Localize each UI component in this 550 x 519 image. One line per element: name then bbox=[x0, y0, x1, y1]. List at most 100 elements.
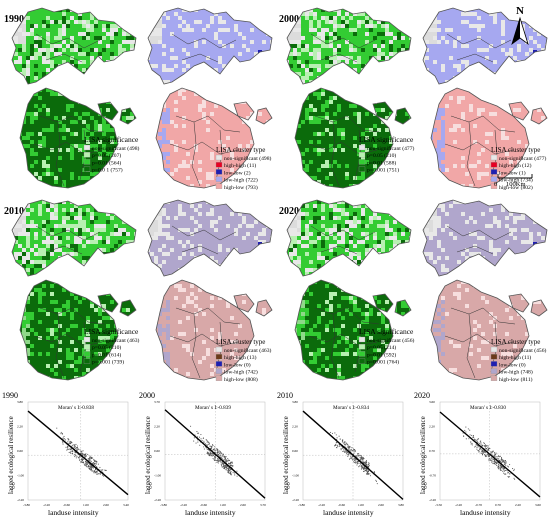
map-cell bbox=[313, 56, 317, 60]
map-cell bbox=[293, 100, 297, 104]
map-cell bbox=[34, 168, 38, 172]
map-cell bbox=[130, 172, 134, 176]
map-cell bbox=[345, 84, 349, 88]
map-cell bbox=[222, 80, 226, 84]
map-cell bbox=[377, 144, 381, 148]
map-cell bbox=[154, 116, 158, 120]
map-cell bbox=[341, 24, 345, 28]
map-cell bbox=[198, 152, 202, 156]
map-cell bbox=[238, 56, 242, 60]
map-cell bbox=[166, 72, 170, 76]
map-cell bbox=[270, 124, 272, 128]
map-cell bbox=[377, 112, 381, 116]
map-cell bbox=[333, 44, 337, 48]
map-cell bbox=[130, 68, 134, 72]
map-outline bbox=[286, 7, 412, 189]
map-cell bbox=[110, 24, 114, 28]
map-cell bbox=[78, 96, 82, 100]
legend-item-label: high-low (793) bbox=[224, 184, 258, 191]
map-cell bbox=[497, 8, 501, 12]
map-cell bbox=[82, 76, 86, 80]
map-cell bbox=[397, 32, 401, 36]
map-cell bbox=[182, 4, 186, 8]
map-cell bbox=[321, 164, 325, 168]
map-cell bbox=[357, 36, 361, 40]
map-cell bbox=[94, 24, 98, 28]
map-cell bbox=[401, 188, 405, 192]
map-cell bbox=[214, 52, 218, 56]
map-cell bbox=[162, 36, 166, 40]
map-cell bbox=[238, 120, 242, 124]
map-cell bbox=[337, 56, 341, 60]
map-cell bbox=[62, 124, 66, 128]
map-cell bbox=[6, 120, 10, 124]
map-cell bbox=[150, 48, 154, 52]
map-cell bbox=[12, 36, 14, 40]
map-cell bbox=[325, 140, 329, 144]
map-cell bbox=[82, 164, 86, 168]
map-cell bbox=[289, 164, 293, 168]
map-cell bbox=[281, 4, 285, 8]
map-cell bbox=[26, 152, 30, 156]
map-cell bbox=[541, 8, 545, 12]
map-cell bbox=[333, 124, 337, 128]
map-cell bbox=[345, 76, 349, 80]
map-cell bbox=[50, 132, 54, 136]
map-cell bbox=[222, 24, 226, 28]
map-cell bbox=[86, 36, 90, 40]
map-cell bbox=[106, 184, 110, 188]
map-cell bbox=[333, 148, 337, 152]
map-cell bbox=[110, 76, 114, 80]
map-cell bbox=[150, 164, 154, 168]
map-cell bbox=[341, 52, 345, 56]
map-cell bbox=[309, 132, 313, 136]
map-cell bbox=[38, 160, 42, 164]
map-cell bbox=[317, 40, 321, 44]
map-cell bbox=[12, 140, 14, 144]
map-cell bbox=[333, 108, 337, 112]
map-cell bbox=[349, 16, 353, 20]
map-cell bbox=[154, 4, 158, 8]
map-cell bbox=[230, 28, 234, 32]
map-cell bbox=[38, 192, 42, 196]
map-cell bbox=[34, 184, 38, 188]
map-cell bbox=[401, 16, 405, 20]
map-cell bbox=[385, 16, 389, 20]
map-cell bbox=[485, 20, 489, 24]
map-cell bbox=[230, 172, 234, 176]
map-cell bbox=[262, 180, 266, 184]
map-cell bbox=[202, 120, 206, 124]
map-cell bbox=[74, 56, 78, 60]
map-cell bbox=[405, 76, 409, 80]
map-cell bbox=[26, 24, 30, 28]
map-cell bbox=[230, 160, 234, 164]
map-cell bbox=[242, 192, 246, 196]
map-cell bbox=[66, 92, 70, 96]
map-cell bbox=[190, 60, 194, 64]
map-cell bbox=[34, 112, 38, 116]
map-cell bbox=[70, 12, 74, 16]
map-cell bbox=[305, 148, 309, 152]
map-cell bbox=[301, 40, 305, 44]
map-cell bbox=[393, 72, 397, 76]
map-cell bbox=[190, 96, 194, 100]
map-cell bbox=[258, 164, 262, 168]
map-cell bbox=[122, 116, 126, 120]
map-cell bbox=[54, 20, 58, 24]
map-cell bbox=[361, 4, 365, 8]
map-cell bbox=[353, 120, 357, 124]
map-cell bbox=[254, 92, 258, 96]
map-cell bbox=[54, 36, 58, 40]
map-cell bbox=[254, 84, 258, 88]
map-cell bbox=[12, 124, 14, 128]
map-cell bbox=[186, 144, 190, 148]
map-cell bbox=[62, 176, 66, 180]
map-cell bbox=[178, 172, 182, 176]
map-cell bbox=[341, 112, 345, 116]
map-cell bbox=[325, 100, 329, 104]
map-cell bbox=[142, 8, 146, 12]
map-cell bbox=[182, 116, 186, 120]
map-cell bbox=[170, 144, 174, 148]
map-cell bbox=[90, 56, 94, 60]
map-cell bbox=[14, 160, 18, 164]
